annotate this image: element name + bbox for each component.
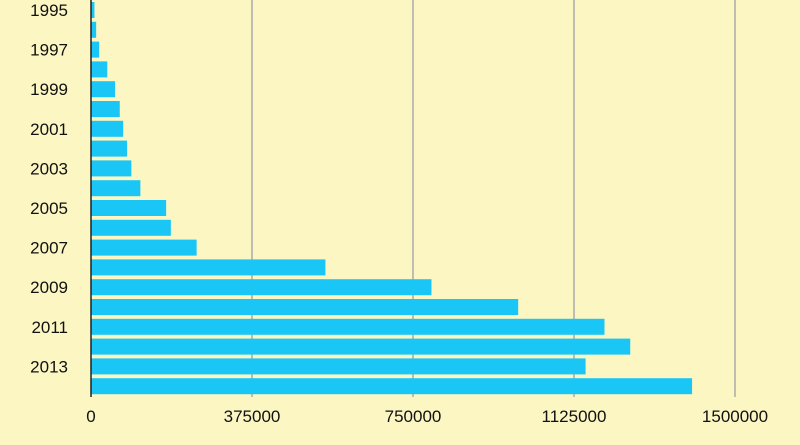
y-tick-label: 2003	[30, 159, 68, 178]
gridlines	[251, 0, 736, 397]
bar-1999	[91, 81, 116, 98]
y-tick-label: 2001	[30, 120, 68, 139]
bar-1998	[91, 61, 108, 78]
y-tick-label: 1999	[30, 80, 68, 99]
bars	[91, 2, 693, 395]
x-tick-label: 375000	[224, 407, 281, 426]
y-tick-label: 2013	[30, 357, 68, 376]
y-tick-label: 2009	[30, 278, 68, 297]
y-tick-labels: 1995 1997 1999 2001 2003 2005 2007 2009 2011 2013	[30, 1, 68, 376]
bar-2008	[91, 259, 326, 276]
bar-1997	[91, 41, 100, 58]
bar-2002	[91, 140, 128, 157]
bar-2013	[91, 358, 586, 375]
bar-1996	[91, 21, 97, 38]
x-tick-label: 750000	[385, 407, 442, 426]
x-tick-label: 1125000	[542, 407, 607, 426]
y-tick-label: 1995	[30, 1, 68, 20]
bar-2003	[91, 160, 132, 177]
bar-2010	[91, 299, 519, 315]
x-tick-label: 0	[86, 407, 95, 426]
bar-1995	[91, 2, 95, 18]
bar-2012	[91, 338, 631, 355]
y-tick-label: 2011	[31, 318, 68, 337]
bar-2004	[91, 180, 141, 197]
y-tick-label: 2007	[30, 239, 68, 258]
bar-2005	[91, 200, 167, 216]
bar-2001	[91, 120, 124, 137]
x-tick-labels: 0 375000 750000 1125000 1500000	[86, 407, 768, 426]
bar-2007	[91, 239, 197, 256]
bar-2000	[91, 101, 120, 117]
y-tick-label: 2005	[30, 199, 68, 218]
x-tick-label: 1500000	[702, 407, 768, 426]
bar-2009	[91, 279, 432, 296]
bar-2006	[91, 219, 171, 236]
y-tick-label: 1997	[30, 41, 68, 60]
bar-2014	[91, 378, 693, 395]
bar-2011	[91, 318, 605, 335]
